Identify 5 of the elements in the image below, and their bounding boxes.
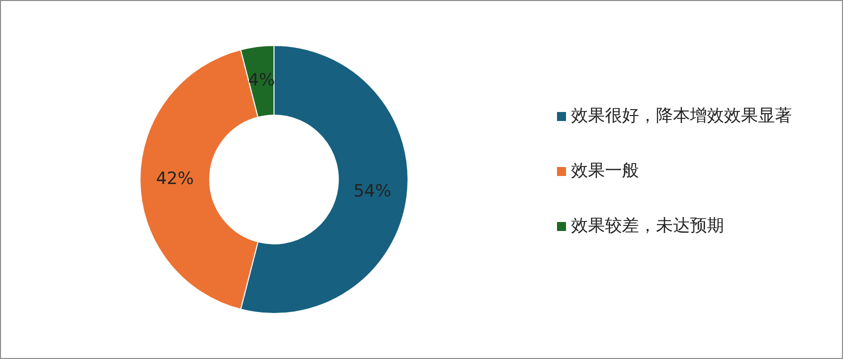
- data-label: 54%: [353, 181, 392, 202]
- legend-label: 效果很好，降本增效效果显著: [571, 105, 792, 128]
- legend-label: 效果较差，未达预期: [571, 215, 724, 238]
- data-label: 42%: [156, 168, 194, 189]
- legend-label: 效果一般: [571, 160, 639, 183]
